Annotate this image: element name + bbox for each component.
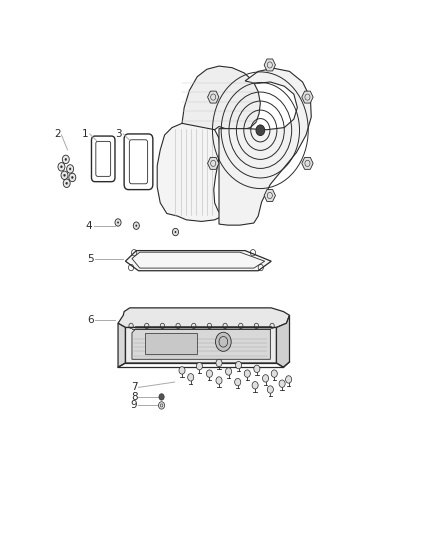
- Circle shape: [71, 176, 73, 179]
- Polygon shape: [208, 91, 219, 103]
- Polygon shape: [264, 190, 276, 201]
- Circle shape: [115, 219, 121, 226]
- Circle shape: [256, 125, 265, 135]
- Circle shape: [135, 224, 137, 227]
- Circle shape: [236, 361, 242, 369]
- Polygon shape: [182, 66, 260, 130]
- Text: 4: 4: [85, 221, 92, 231]
- FancyBboxPatch shape: [145, 333, 197, 354]
- Text: 8: 8: [131, 392, 138, 402]
- Text: 5: 5: [87, 254, 94, 264]
- Circle shape: [67, 165, 74, 173]
- Circle shape: [267, 386, 273, 393]
- Circle shape: [215, 332, 231, 351]
- Circle shape: [64, 174, 65, 176]
- Circle shape: [133, 222, 139, 229]
- Polygon shape: [302, 157, 313, 169]
- Circle shape: [175, 231, 177, 233]
- Circle shape: [65, 158, 67, 160]
- Circle shape: [69, 168, 71, 170]
- Circle shape: [206, 370, 212, 377]
- Polygon shape: [132, 329, 270, 359]
- Circle shape: [286, 376, 292, 383]
- Circle shape: [254, 365, 260, 373]
- Text: 2: 2: [54, 129, 60, 139]
- Text: 6: 6: [87, 314, 94, 325]
- Circle shape: [279, 380, 285, 387]
- Circle shape: [216, 377, 222, 384]
- Polygon shape: [118, 323, 125, 367]
- Polygon shape: [302, 91, 313, 103]
- Circle shape: [69, 173, 76, 182]
- Circle shape: [60, 166, 62, 168]
- Circle shape: [173, 228, 179, 236]
- Circle shape: [262, 375, 268, 382]
- Text: 7: 7: [131, 382, 138, 392]
- Circle shape: [235, 378, 241, 386]
- Polygon shape: [118, 308, 290, 327]
- Text: 1: 1: [82, 129, 89, 139]
- Circle shape: [252, 382, 258, 389]
- Polygon shape: [219, 68, 311, 225]
- Circle shape: [117, 221, 119, 223]
- Circle shape: [196, 362, 202, 370]
- Circle shape: [226, 368, 232, 375]
- Circle shape: [61, 171, 68, 180]
- Text: 9: 9: [131, 400, 138, 410]
- Polygon shape: [157, 122, 223, 221]
- Circle shape: [66, 182, 67, 184]
- Polygon shape: [264, 59, 276, 71]
- Polygon shape: [208, 157, 219, 169]
- Circle shape: [187, 374, 194, 381]
- Circle shape: [244, 370, 251, 377]
- Polygon shape: [276, 316, 290, 367]
- Polygon shape: [125, 327, 276, 363]
- Circle shape: [159, 394, 164, 400]
- Circle shape: [179, 367, 185, 374]
- Circle shape: [63, 179, 70, 188]
- Circle shape: [62, 155, 69, 164]
- Circle shape: [58, 163, 65, 171]
- Circle shape: [159, 402, 165, 409]
- Polygon shape: [125, 251, 271, 271]
- Circle shape: [271, 370, 277, 377]
- Circle shape: [216, 359, 222, 367]
- Text: 3: 3: [116, 129, 122, 139]
